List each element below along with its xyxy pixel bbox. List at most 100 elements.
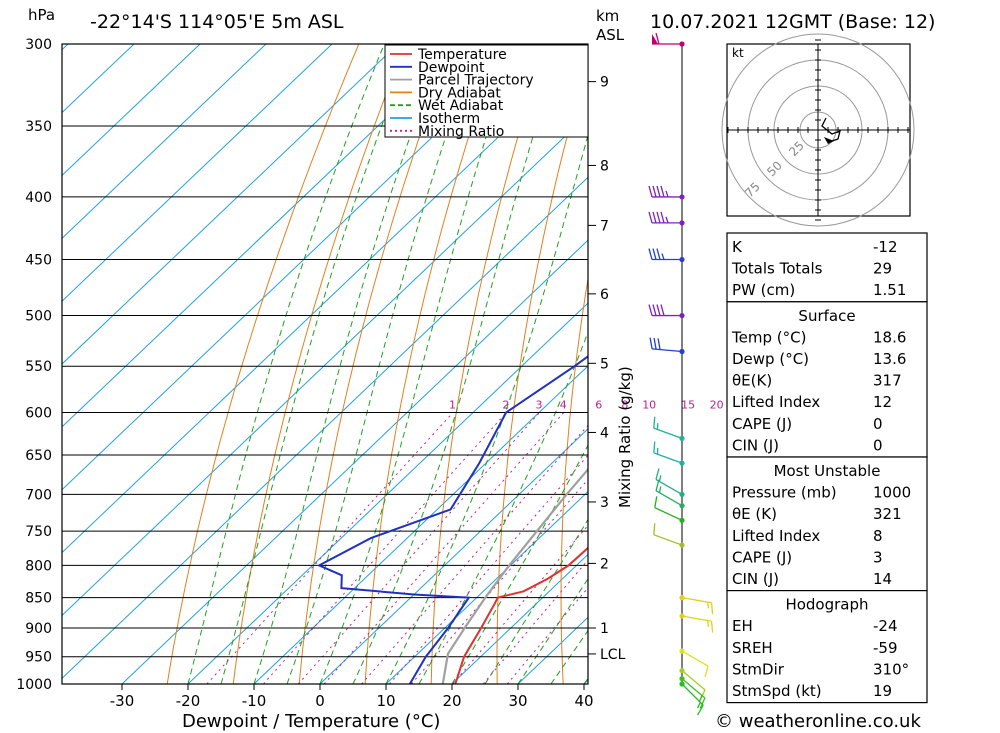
km-tick-label: 2 xyxy=(600,556,609,572)
barb-flag xyxy=(648,248,653,260)
index-label: PW (cm) xyxy=(732,281,795,299)
wind-barb xyxy=(679,681,704,716)
profiles xyxy=(316,355,588,684)
barb-dot xyxy=(679,256,685,263)
mixing-ratio-line xyxy=(452,524,588,684)
hodograph-unit-label: kt xyxy=(732,46,744,60)
barb-flag xyxy=(652,248,657,260)
barb-flag xyxy=(696,704,704,716)
mixing-ratio-label: 3 xyxy=(535,398,542,411)
wind-barb xyxy=(654,496,685,523)
wind-barb xyxy=(653,441,685,466)
index-value: 0 xyxy=(873,415,883,433)
isotherm-line xyxy=(62,44,333,302)
mixing-ratio-line xyxy=(482,559,588,684)
barb-flag xyxy=(653,416,656,429)
barb-dot xyxy=(679,676,685,682)
barb-flag xyxy=(655,32,660,45)
barb-staff xyxy=(681,678,706,699)
copyright-link[interactable]: © weatheronline.co.uk xyxy=(715,711,921,732)
index-value: 14 xyxy=(873,570,892,588)
isotherm-line xyxy=(0,44,2,684)
index-value: 310° xyxy=(873,660,909,678)
datetime-title: 10.07.2021 12GMT (Base: 12) xyxy=(650,11,935,33)
barb-flag xyxy=(657,338,661,350)
barb-half-flag xyxy=(665,190,669,198)
pressure-tick-label: 300 xyxy=(25,37,52,53)
pressure-tick-label: 750 xyxy=(25,524,52,540)
pressure-tick-label: 550 xyxy=(25,359,52,375)
km-tick-label: 6 xyxy=(600,287,609,303)
wind-barb xyxy=(655,468,685,498)
wind-barb xyxy=(653,416,685,441)
barb-staff xyxy=(681,683,704,706)
barb-staff xyxy=(681,596,712,604)
barb-staff xyxy=(655,478,683,495)
x-tick-label: 30 xyxy=(508,692,527,710)
pressure-tick-label: 1000 xyxy=(16,677,52,693)
index-value: 29 xyxy=(873,260,892,278)
barb-dot xyxy=(679,667,685,674)
barb-half-flag xyxy=(698,695,703,702)
asl-unit-label: ASL xyxy=(596,26,625,44)
barb-dot xyxy=(679,348,685,355)
wind-barb xyxy=(652,32,685,47)
barb-flag xyxy=(652,211,657,224)
barb-dot xyxy=(679,648,685,654)
dry-adiabat-line xyxy=(623,44,686,684)
barb-staff xyxy=(653,452,683,464)
plot-frame xyxy=(61,43,589,685)
index-label: EH xyxy=(732,617,753,635)
barb-flag xyxy=(649,337,653,350)
barb-dot xyxy=(679,517,685,523)
isotherm-line xyxy=(62,44,135,114)
barb-dot xyxy=(679,491,685,498)
wet-adiabat-line xyxy=(187,44,385,684)
index-value: 317 xyxy=(873,372,902,390)
wet-adiabat-line xyxy=(253,44,445,684)
km-tick-label: 5 xyxy=(600,356,609,372)
isotherm-line xyxy=(187,302,588,684)
barb-flag xyxy=(699,697,706,709)
mixing-ratio-line xyxy=(297,412,540,684)
index-label: CAPE (J) xyxy=(732,548,792,566)
series-line-temperature xyxy=(454,546,588,684)
table-section xyxy=(726,456,928,592)
km-tick-label: 9 xyxy=(600,75,609,91)
km-tick-label: 3 xyxy=(600,495,609,511)
isotherm-line xyxy=(62,44,399,365)
index-value: -59 xyxy=(873,639,898,657)
barb-half-flag xyxy=(706,620,710,627)
legend-item: Dry Adiabat xyxy=(418,85,501,101)
series-line-parcel-trajectory xyxy=(441,467,588,684)
x-tick-label: 20 xyxy=(442,692,461,710)
section-title-most-unstable: Most Unstable xyxy=(774,462,881,480)
series-line-dewpoint xyxy=(316,355,588,684)
mixing-ratio-label: 1 xyxy=(449,398,456,411)
indices-table: K -12 Totals Totals 29 PW (cm) 1.51 Surface Tem… xyxy=(726,232,928,704)
wind-barbs xyxy=(648,32,714,716)
wind-barb xyxy=(653,523,685,548)
barb-flag xyxy=(654,496,658,508)
mixing-ratio-label: 6 xyxy=(595,398,602,411)
index-value: -24 xyxy=(873,617,898,635)
barb-flag xyxy=(656,211,661,224)
isotherm-line xyxy=(385,490,588,684)
index-label: Lifted Index xyxy=(732,393,820,411)
barb-dot xyxy=(679,460,685,466)
index-label: θE (K) xyxy=(732,505,777,523)
wind-barb xyxy=(679,676,706,709)
barb-flag xyxy=(660,185,665,198)
pressure-tick-label: 800 xyxy=(25,558,52,574)
km-tick-label: 7 xyxy=(600,218,609,234)
index-label: Lifted Index xyxy=(732,527,820,545)
barb-staff xyxy=(681,650,709,667)
barb-flag xyxy=(710,602,714,615)
legend-item: Wet Adiabat xyxy=(418,98,504,114)
barb-flag xyxy=(648,211,653,224)
index-value: 321 xyxy=(873,505,902,523)
barb-flag xyxy=(660,304,665,316)
wind-barb xyxy=(679,613,714,633)
section-title-surface: Surface xyxy=(798,307,855,325)
mixing-ratio-label: 2 xyxy=(502,398,509,411)
